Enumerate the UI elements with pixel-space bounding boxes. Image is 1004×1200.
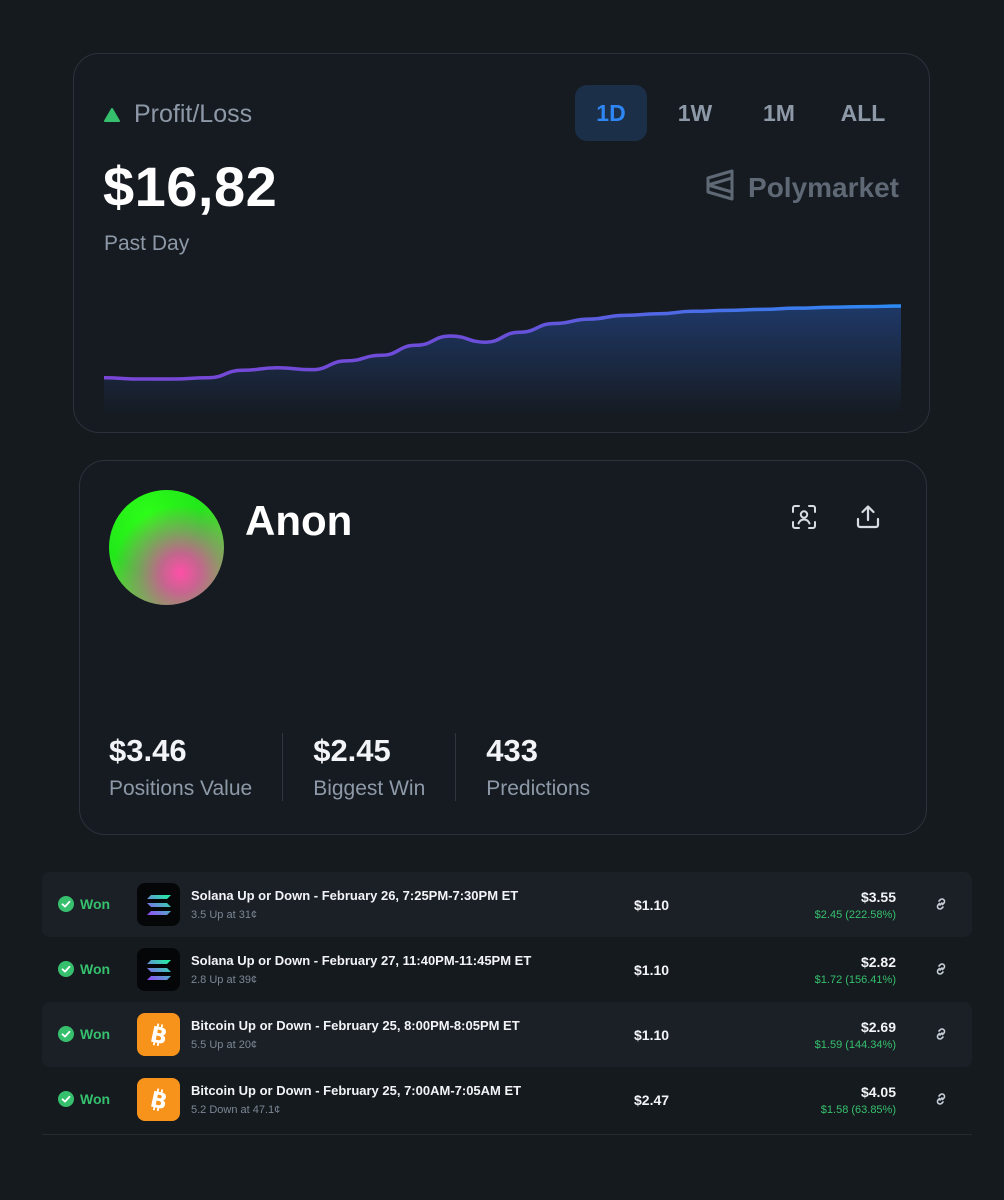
bitcoin-logo-icon: B bbox=[137, 1078, 180, 1121]
svg-text:B: B bbox=[147, 1022, 169, 1049]
svg-text:B: B bbox=[147, 1087, 169, 1114]
market-subtitle: 3.5 Up at 31¢ bbox=[191, 909, 258, 921]
position-row[interactable]: Won Solana Up or Down - February 26, 7:2… bbox=[42, 872, 972, 937]
tab-1w[interactable]: 1W bbox=[677, 99, 713, 126]
stat-value: $3.46 bbox=[109, 733, 187, 768]
market-title[interactable]: Solana Up or Down - February 26, 7:25PM-… bbox=[191, 888, 519, 903]
position-gain: $1.58 (63.85%) bbox=[820, 1104, 896, 1116]
check-circle-icon bbox=[58, 1091, 74, 1107]
profile-stats: $3.46 Positions Value $2.45 Biggest Win … bbox=[109, 733, 650, 801]
polymarket-brand: Polymarket bbox=[704, 168, 899, 207]
market-title[interactable]: Solana Up or Down - February 27, 11:40PM… bbox=[191, 953, 532, 968]
position-gain: $2.45 (222.58%) bbox=[814, 909, 896, 921]
market-title[interactable]: Bitcoin Up or Down - February 25, 7:00AM… bbox=[191, 1083, 522, 1098]
tab-1m[interactable]: 1M bbox=[763, 99, 795, 126]
solana-logo-icon bbox=[137, 883, 180, 926]
stat-biggest-win: $2.45 Biggest Win bbox=[313, 733, 457, 801]
market-subtitle: 5.2 Down at 47.1¢ bbox=[191, 1104, 281, 1116]
polymarket-logo-icon bbox=[704, 168, 736, 207]
status-badge: Won bbox=[58, 896, 110, 912]
position-row[interactable]: Won Solana Up or Down - February 27, 11:… bbox=[42, 937, 972, 1002]
market-title[interactable]: Bitcoin Up or Down - February 25, 8:00PM… bbox=[191, 1018, 520, 1033]
tab-1d[interactable]: 1D bbox=[575, 85, 647, 141]
positions-list: Won Solana Up or Down - February 26, 7:2… bbox=[42, 872, 972, 1135]
position-gain: $1.72 (156.41%) bbox=[814, 974, 896, 986]
pnl-value: $16,82 bbox=[103, 155, 278, 218]
status-badge: Won bbox=[58, 1026, 110, 1042]
stat-value: $2.45 bbox=[313, 733, 391, 768]
pnl-header: Profit/Loss bbox=[104, 100, 252, 129]
profit-loss-card: Profit/Loss 1D 1W 1M ALL $16,82 Past Day… bbox=[73, 53, 930, 433]
status-badge: Won bbox=[58, 1091, 110, 1107]
position-cost: $1.10 bbox=[634, 1027, 670, 1043]
stat-label: Predictions bbox=[486, 777, 591, 800]
status-text: Won bbox=[80, 961, 111, 977]
stat-positions-value: $3.46 Positions Value bbox=[109, 733, 284, 801]
check-circle-icon bbox=[58, 1026, 74, 1042]
position-row[interactable]: Won B Bitcoin Up or Down - February 25, … bbox=[42, 1067, 972, 1132]
stat-value: 433 bbox=[486, 733, 538, 768]
position-value: $2.82 bbox=[860, 954, 896, 970]
link-icon[interactable] bbox=[934, 962, 948, 976]
link-icon[interactable] bbox=[934, 1092, 948, 1106]
profile-card: Anon $3.46 Positions Value bbox=[79, 460, 927, 835]
tab-all[interactable]: ALL bbox=[840, 99, 886, 126]
pnl-chart bbox=[104, 304, 901, 414]
pnl-line bbox=[104, 304, 901, 381]
status-badge: Won bbox=[58, 961, 110, 977]
range-tabs: 1D 1W 1M ALL bbox=[575, 85, 899, 141]
scan-profile-icon[interactable] bbox=[790, 503, 818, 531]
position-value: $2.69 bbox=[860, 1019, 896, 1035]
position-value: $3.55 bbox=[860, 889, 896, 905]
market-subtitle: 2.8 Up at 39¢ bbox=[191, 974, 258, 986]
brand-name: Polymarket bbox=[748, 171, 899, 203]
share-icon[interactable] bbox=[854, 503, 882, 531]
stat-label: Positions Value bbox=[109, 777, 253, 800]
list-divider bbox=[42, 1134, 972, 1135]
status-text: Won bbox=[80, 1091, 111, 1107]
pnl-title: Profit/Loss bbox=[134, 100, 253, 128]
status-text: Won bbox=[80, 896, 111, 912]
avatar bbox=[109, 490, 224, 605]
link-icon[interactable] bbox=[934, 897, 948, 911]
link-icon[interactable] bbox=[934, 1027, 948, 1041]
profile-actions bbox=[790, 503, 882, 531]
pnl-area bbox=[104, 306, 901, 414]
profile-name: Anon bbox=[245, 497, 353, 544]
position-cost: $2.47 bbox=[634, 1092, 670, 1108]
check-circle-icon bbox=[58, 961, 74, 977]
market-subtitle: 5.5 Up at 20¢ bbox=[191, 1039, 258, 1051]
position-row[interactable]: Won B Bitcoin Up or Down - February 25, … bbox=[42, 1002, 972, 1067]
position-cost: $1.10 bbox=[634, 897, 670, 913]
stat-predictions: 433 Predictions bbox=[486, 733, 620, 801]
solana-logo-icon bbox=[137, 948, 180, 991]
position-gain: $1.59 (144.34%) bbox=[814, 1039, 896, 1051]
pnl-period: Past Day bbox=[104, 232, 190, 255]
stat-label: Biggest Win bbox=[313, 777, 426, 800]
position-cost: $1.10 bbox=[634, 962, 670, 978]
position-value: $4.05 bbox=[860, 1084, 896, 1100]
triangle-up-icon bbox=[104, 107, 120, 122]
status-text: Won bbox=[80, 1026, 111, 1042]
bitcoin-logo-icon: B bbox=[137, 1013, 180, 1056]
check-circle-icon bbox=[58, 896, 74, 912]
